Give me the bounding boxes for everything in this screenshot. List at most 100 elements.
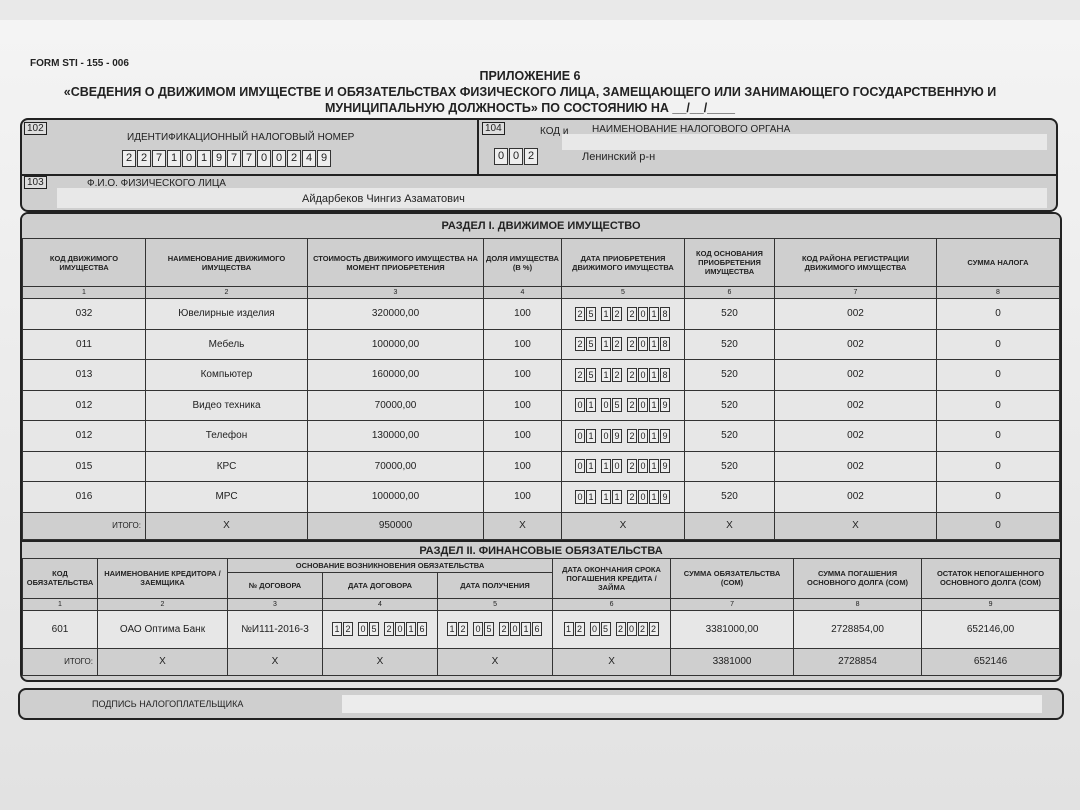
digit-box: 2 [612, 337, 622, 352]
digit-box: 1 [586, 459, 596, 474]
s2-cell: 601 [22, 609, 98, 649]
s1-cell: 100 [483, 450, 562, 482]
taxpayer-name: Айдарбеков Чингиз Азаматович [302, 193, 465, 205]
s1-cell: 100 [483, 359, 562, 391]
s1-cell: 0 [936, 359, 1060, 391]
s2-total-cell: X [552, 647, 672, 676]
s1-cell: 002 [774, 420, 937, 452]
inn-label: ИДЕНТИФИКАЦИОННЫЙ НАЛОГОВЫЙ НОМЕР [127, 132, 355, 143]
s2-col-number: 4 [322, 597, 438, 611]
digit-box: 2 [637, 622, 648, 636]
digit-box: 0 [638, 306, 648, 321]
s1-col-8: СУММА НАЛОГА [936, 238, 1060, 287]
s1-cell: 520 [684, 298, 775, 330]
digit-box: 1 [601, 367, 611, 382]
s2-total-cell: X [97, 647, 228, 676]
digit-box: 1 [649, 367, 659, 382]
digit-box: 0 [638, 367, 648, 382]
s1-cell: 130000,00 [307, 420, 484, 452]
s1-cell: 160000,00 [307, 359, 484, 391]
digit-box: 0 [575, 428, 585, 443]
digit-box: 0 [601, 428, 611, 443]
name-field-code: 103 [24, 176, 47, 189]
digit-box: 0 [638, 428, 648, 443]
s1-cell: 0 [936, 481, 1060, 513]
digit-box: 0 [612, 459, 622, 474]
tax-office-name: Ленинский р-н [582, 151, 656, 163]
s1-cell: 013 [22, 359, 146, 391]
digit-box: 2 [627, 398, 637, 413]
digit-box: 0 [575, 398, 585, 413]
s2-col-number: 8 [793, 597, 923, 611]
s2-col-4: ДАТА ДОГОВОРА [322, 571, 438, 599]
s2-group-header: ОСНОВАНИЕ ВОЗНИКНОВЕНИЯ ОБЯЗАТЕЛЬСТВА [226, 557, 554, 573]
s1-cell: 015 [22, 450, 146, 482]
s2-col-7: СУММА ОБЯЗАТЕЛЬСТВА (сом) [670, 557, 795, 599]
digit-box: 1 [649, 459, 659, 474]
s1-col-number: 5 [561, 286, 685, 299]
digit-box: 2 [575, 367, 585, 382]
s1-col-number: 3 [307, 286, 484, 299]
section-2-title: РАЗДЕЛ II. ФИНАНСОВЫЕ ОБЯЗАТЕЛЬСТВА [22, 539, 1060, 558]
s1-col-5: ДАТА ПРИОБРЕТЕНИЯ ДВИЖИМОГО ИМУЩЕСТВА [561, 238, 685, 287]
s2-col-number: 7 [670, 597, 795, 611]
s2-col-number: 3 [227, 597, 323, 611]
digit-box: 7 [152, 150, 166, 167]
digit-box: 2 [612, 367, 622, 382]
digit-box: 2 [627, 337, 637, 352]
digit-box: 1 [649, 398, 659, 413]
digit-box: 9 [660, 428, 670, 443]
s1-col-number: 1 [22, 286, 146, 299]
tax-office-code-label: КОД и [540, 126, 569, 137]
s1-cell: 002 [774, 481, 937, 513]
s2-col-2: НАИМЕНОВАНИЕ КРЕДИТОРА / ЗАЕМЩИКА [97, 557, 228, 599]
digit-box: 2 [574, 622, 585, 636]
s2-cell: 652146,00 [921, 609, 1060, 649]
section-1-title: РАЗДЕЛ I. ДВИЖИМОЕ ИМУЩЕСТВО [22, 214, 1060, 238]
s2-col-1: КОД ОБЯЗАТЕЛЬСТВА [22, 557, 98, 599]
s1-col-1: КОД ДВИЖИМОГО ИМУЩЕСТВА [22, 238, 146, 287]
digit-box: 2 [137, 150, 151, 167]
s1-cell: 520 [684, 328, 775, 360]
s1-cell: 520 [684, 420, 775, 452]
s1-total-cell: X [145, 511, 308, 540]
s2-col-number: 6 [552, 597, 672, 611]
s2-total-cell: 3381000 [670, 647, 795, 676]
s1-cell: 0 [936, 389, 1060, 421]
digit-box: 9 [660, 398, 670, 413]
signature-box: ПОДПИСЬ НАЛОГОПЛАТЕЛЬЩИКА [18, 688, 1064, 720]
s1-cell: 012 [22, 420, 146, 452]
s1-cell: 520 [684, 450, 775, 482]
s2-col-3: № ДОГОВОРА [227, 571, 323, 599]
digit-box: 1 [447, 622, 458, 636]
digit-box: 0 [575, 459, 585, 474]
s1-col-number: 2 [145, 286, 308, 299]
s2-cell: 2728854,00 [793, 609, 923, 649]
digit-box: 1 [586, 428, 596, 443]
digit-box: 1 [601, 337, 611, 352]
table-row: 016 МРС 100000,00 100 0 1 1 1 2 0 1 9 520 002 0 [22, 481, 1060, 513]
digit-box: 5 [600, 622, 611, 636]
s1-cell: 100 [483, 328, 562, 360]
digit-box: 1 [649, 428, 659, 443]
s1-total-cell: X [774, 511, 937, 540]
s1-cell: 002 [774, 298, 937, 330]
digit-box: 8 [660, 367, 670, 382]
financial-obligations-table: КОД ОБЯЗАТЕЛЬСТВА НАИМЕНОВАНИЕ КРЕДИТОРА… [22, 557, 1060, 676]
digit-box: 2 [384, 622, 394, 636]
digit-box: 1 [649, 489, 659, 504]
s1-col-4: ДОЛЯ ИМУЩЕСТВА (В %) [483, 238, 562, 287]
signature-field[interactable] [342, 695, 1042, 713]
form-title: ПРИЛОЖЕНИЕ 6 «СВЕДЕНИЯ О ДВИЖИМОМ ИМУЩЕС… [30, 68, 1030, 116]
tax-office-name-label: НАИМЕНОВАНИЕ НАЛОГОВОГО ОРГАНА [592, 124, 791, 135]
s1-cell: 032 [22, 298, 146, 330]
digit-box: 1 [601, 459, 611, 474]
